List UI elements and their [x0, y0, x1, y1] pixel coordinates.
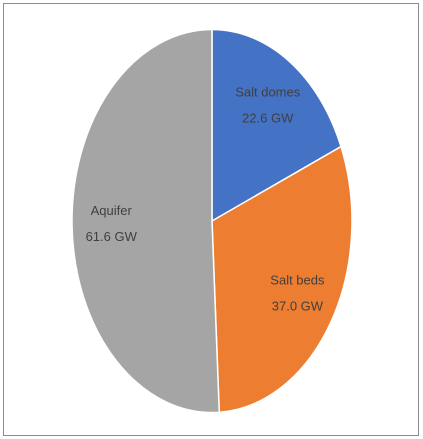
pie-slice — [211, 28, 342, 223]
pie-slice — [211, 145, 353, 414]
slice-label: Salt domes — [235, 85, 301, 100]
slice-label: Aquifer — [91, 203, 133, 218]
pie-slice — [71, 28, 221, 414]
slice-value-label: 22.6 GW — [242, 111, 294, 126]
slice-value-label: 37.0 GW — [272, 299, 324, 314]
slice-label: Salt beds — [270, 273, 325, 288]
slice-value-label: 61.6 GW — [86, 229, 138, 244]
